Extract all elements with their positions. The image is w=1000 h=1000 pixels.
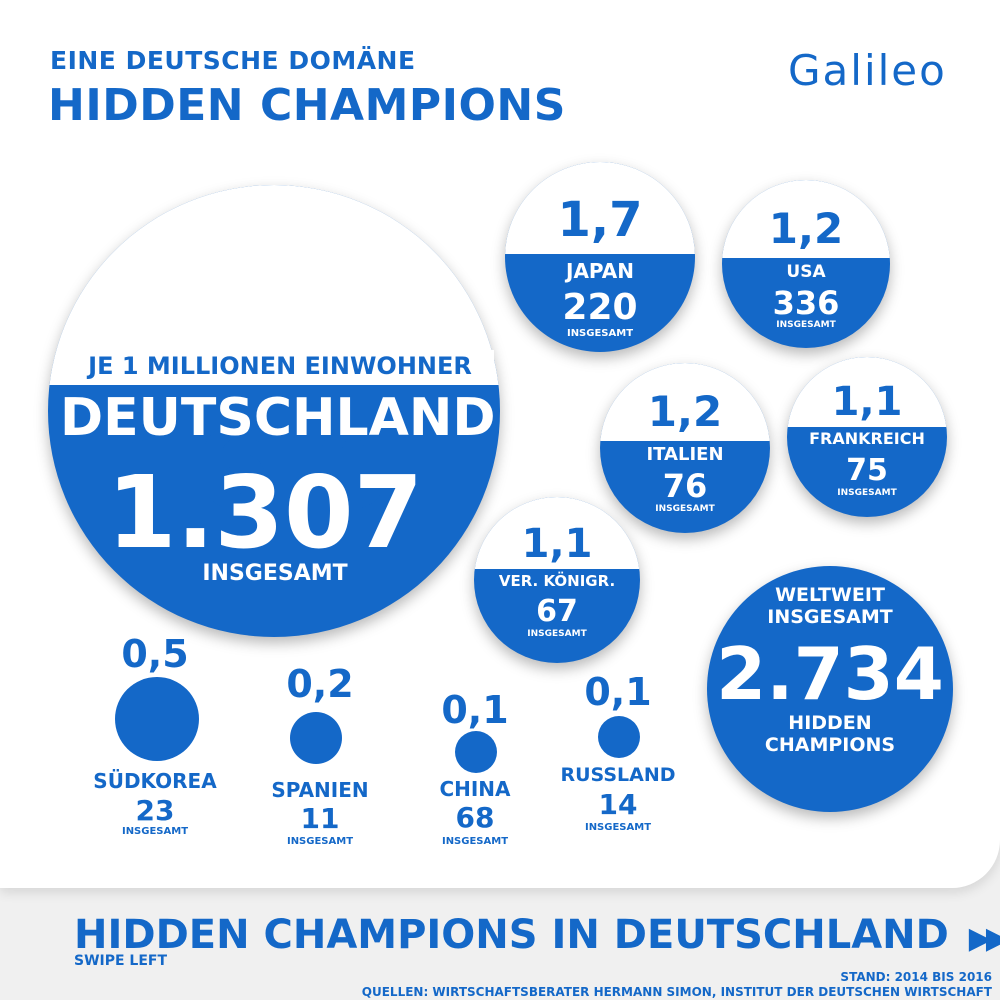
small-country-total: 23: [135, 794, 175, 827]
sources-note: QUELLEN: WIRTSCHAFTSBERATER HERMANN SIMO…: [361, 985, 992, 999]
germany-value: 16,0: [115, 404, 393, 534]
small-country-dot-russland: [598, 716, 640, 758]
country-total-label: INSGESAMT: [655, 504, 715, 514]
country-total: 220: [562, 287, 638, 328]
small-country-total-label: INSGESAMT: [121, 826, 189, 837]
small-country-dot-spanien: [290, 712, 342, 764]
circle-top: [722, 180, 890, 258]
country-total-label: INSGESAMT: [527, 629, 587, 639]
double-arrow-icon: ▶▶: [968, 921, 1000, 956]
small-country-name: RUSSLAND: [560, 764, 676, 786]
country-name: FRANKREICH: [809, 429, 925, 448]
germany-total-label: INSGESAMT: [202, 561, 348, 586]
country-total: 67: [536, 594, 578, 629]
country-circle-uk: 1,1 VER. KÖNIGR. 67 INSGESAMT: [474, 497, 640, 663]
small-country-total-label: INSGESAMT: [441, 836, 509, 847]
worldwide-circle: WELTWEIT INSGESAMT 2.734 HIDDEN CHAMPION…: [707, 566, 953, 812]
small-country-name: SPANIEN: [271, 778, 369, 802]
germany-total: 1.307: [106, 454, 424, 571]
stand-note: STAND: 2014 BIS 2016: [840, 970, 992, 984]
country-total: 76: [662, 467, 708, 505]
small-country-value: 0,1: [441, 688, 509, 732]
country-name: USA: [786, 262, 826, 282]
worldwide-label1: HIDDEN: [788, 712, 872, 734]
small-country-value: 0,5: [121, 632, 189, 676]
kicker: EINE DEUTSCHE DOMÄNE: [50, 46, 416, 75]
country-circle-usa: 1,2 USA 336 INSGESAMT: [722, 180, 890, 348]
small-country-total-label: INSGESAMT: [286, 836, 354, 847]
country-value: 1,2: [647, 387, 723, 436]
germany-circle: 16,0: [48, 185, 500, 637]
small-country-value: 0,1: [584, 670, 652, 714]
small-country-total: 68: [455, 801, 495, 834]
small-country-dot-china: [455, 731, 497, 773]
worldwide-total: 2.734: [716, 632, 944, 716]
circle-top: [787, 357, 947, 427]
circle-top: [505, 162, 695, 254]
worldwide-label2: CHAMPIONS: [764, 734, 896, 756]
small-country-value: 0,2: [286, 662, 354, 706]
page-title: HIDDEN CHAMPIONS: [48, 80, 566, 131]
small-country-dot-suedkorea: [115, 677, 199, 761]
footer-title: HIDDEN CHAMPIONS IN DEUTSCHLAND ▶▶: [74, 912, 1000, 958]
country-value: 1,2: [768, 204, 844, 253]
galileo-logo: Galileo: [788, 46, 947, 95]
worldwide-line1: WELTWEIT: [775, 584, 885, 606]
country-circle-japan: 1,7 JAPAN 220 INSGESAMT: [505, 162, 695, 352]
footer-title-text: HIDDEN CHAMPIONS IN DEUTSCHLAND: [74, 912, 949, 958]
country-name: VER. KÖNIGR.: [498, 572, 616, 590]
small-country-name: CHINA: [439, 777, 511, 801]
germany-country-label: DEUTSCHLAND: [60, 388, 496, 448]
country-value: 1,7: [557, 192, 643, 248]
worldwide-line2: INSGESAMT: [767, 606, 893, 628]
country-total-label: INSGESAMT: [566, 328, 634, 339]
circle-top: [600, 363, 770, 441]
country-total-label: INSGESAMT: [837, 488, 897, 498]
country-circle-frankreich: 1,1 FRANKREICH 75 INSGESAMT: [787, 357, 947, 517]
country-value: 1,1: [831, 379, 903, 425]
swipe-hint: SWIPE LEFT: [74, 953, 168, 969]
small-country-name: SÜDKOREA: [93, 769, 217, 793]
country-value: 1,1: [521, 521, 593, 567]
small-country-total: 14: [598, 788, 638, 821]
country-total: 336: [772, 284, 840, 322]
small-country-total-label: INSGESAMT: [584, 822, 652, 833]
country-name: JAPAN: [566, 259, 634, 283]
country-total: 75: [846, 453, 888, 488]
country-total-label: INSGESAMT: [776, 320, 836, 330]
small-country-total: 11: [300, 802, 340, 835]
country-name: ITALIEN: [646, 444, 724, 465]
circle-top: [474, 497, 640, 569]
germany-per-label: JE 1 MILLIONEN EINWOHNER: [66, 350, 494, 382]
